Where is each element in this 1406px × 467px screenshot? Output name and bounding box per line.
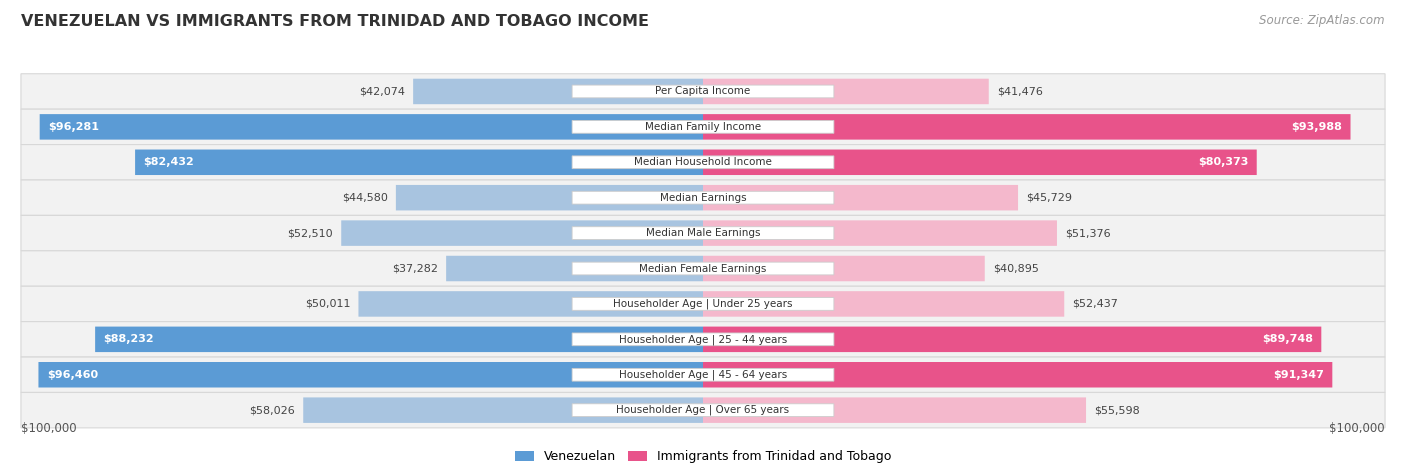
FancyBboxPatch shape <box>572 120 834 133</box>
FancyBboxPatch shape <box>21 392 1385 428</box>
FancyBboxPatch shape <box>21 286 1385 322</box>
Text: Householder Age | 25 - 44 years: Householder Age | 25 - 44 years <box>619 334 787 345</box>
FancyBboxPatch shape <box>703 149 1257 175</box>
Text: $96,281: $96,281 <box>48 122 98 132</box>
Text: $93,988: $93,988 <box>1291 122 1343 132</box>
Text: $55,598: $55,598 <box>1094 405 1140 415</box>
FancyBboxPatch shape <box>572 404 834 417</box>
FancyBboxPatch shape <box>703 114 1351 140</box>
Text: $82,432: $82,432 <box>143 157 194 167</box>
Text: Householder Age | Under 25 years: Householder Age | Under 25 years <box>613 299 793 309</box>
Text: $100,000: $100,000 <box>1330 422 1385 435</box>
Text: $42,074: $42,074 <box>359 86 405 97</box>
FancyBboxPatch shape <box>21 357 1385 392</box>
FancyBboxPatch shape <box>703 220 1057 246</box>
Text: $88,232: $88,232 <box>104 334 155 344</box>
Legend: Venezuelan, Immigrants from Trinidad and Tobago: Venezuelan, Immigrants from Trinidad and… <box>510 445 896 467</box>
Text: $89,748: $89,748 <box>1263 334 1313 344</box>
Text: Median Earnings: Median Earnings <box>659 193 747 203</box>
FancyBboxPatch shape <box>38 362 703 388</box>
Text: $50,011: $50,011 <box>305 299 350 309</box>
Text: $100,000: $100,000 <box>21 422 76 435</box>
FancyBboxPatch shape <box>21 74 1385 109</box>
Text: Per Capita Income: Per Capita Income <box>655 86 751 97</box>
FancyBboxPatch shape <box>703 79 988 104</box>
Text: $41,476: $41,476 <box>997 86 1043 97</box>
FancyBboxPatch shape <box>446 256 703 281</box>
FancyBboxPatch shape <box>39 114 703 140</box>
Text: $96,460: $96,460 <box>46 370 98 380</box>
FancyBboxPatch shape <box>96 326 703 352</box>
FancyBboxPatch shape <box>572 333 834 346</box>
FancyBboxPatch shape <box>21 145 1385 180</box>
Text: Householder Age | 45 - 64 years: Householder Age | 45 - 64 years <box>619 369 787 380</box>
Text: $37,282: $37,282 <box>392 263 437 274</box>
FancyBboxPatch shape <box>304 397 703 423</box>
FancyBboxPatch shape <box>21 215 1385 251</box>
FancyBboxPatch shape <box>572 262 834 275</box>
FancyBboxPatch shape <box>21 180 1385 215</box>
FancyBboxPatch shape <box>359 291 703 317</box>
Text: Householder Age | Over 65 years: Householder Age | Over 65 years <box>616 405 790 416</box>
FancyBboxPatch shape <box>572 191 834 204</box>
FancyBboxPatch shape <box>703 256 984 281</box>
FancyBboxPatch shape <box>703 185 1018 211</box>
FancyBboxPatch shape <box>135 149 703 175</box>
FancyBboxPatch shape <box>572 156 834 169</box>
FancyBboxPatch shape <box>396 185 703 211</box>
FancyBboxPatch shape <box>21 109 1385 145</box>
Text: Median Male Earnings: Median Male Earnings <box>645 228 761 238</box>
FancyBboxPatch shape <box>21 251 1385 286</box>
Text: Median Family Income: Median Family Income <box>645 122 761 132</box>
Text: $44,580: $44,580 <box>342 193 388 203</box>
FancyBboxPatch shape <box>703 291 1064 317</box>
FancyBboxPatch shape <box>342 220 703 246</box>
Text: $52,437: $52,437 <box>1073 299 1118 309</box>
Text: Median Female Earnings: Median Female Earnings <box>640 263 766 274</box>
Text: $58,026: $58,026 <box>249 405 295 415</box>
Text: Median Household Income: Median Household Income <box>634 157 772 167</box>
FancyBboxPatch shape <box>572 226 834 240</box>
Text: $40,895: $40,895 <box>993 263 1039 274</box>
Text: $80,373: $80,373 <box>1198 157 1249 167</box>
Text: $52,510: $52,510 <box>287 228 333 238</box>
FancyBboxPatch shape <box>572 85 834 98</box>
FancyBboxPatch shape <box>572 368 834 381</box>
Text: $51,376: $51,376 <box>1066 228 1111 238</box>
Text: $91,347: $91,347 <box>1274 370 1324 380</box>
FancyBboxPatch shape <box>21 322 1385 357</box>
FancyBboxPatch shape <box>572 297 834 310</box>
FancyBboxPatch shape <box>703 362 1333 388</box>
FancyBboxPatch shape <box>703 397 1085 423</box>
Text: $45,729: $45,729 <box>1026 193 1073 203</box>
Text: Source: ZipAtlas.com: Source: ZipAtlas.com <box>1260 14 1385 27</box>
FancyBboxPatch shape <box>703 326 1322 352</box>
Text: VENEZUELAN VS IMMIGRANTS FROM TRINIDAD AND TOBAGO INCOME: VENEZUELAN VS IMMIGRANTS FROM TRINIDAD A… <box>21 14 650 29</box>
FancyBboxPatch shape <box>413 79 703 104</box>
